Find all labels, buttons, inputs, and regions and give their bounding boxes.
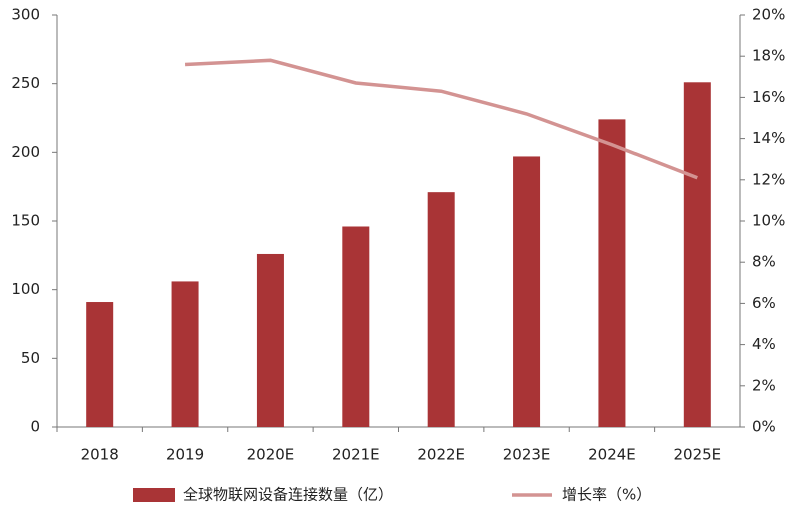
y2-tick-label: 20% bbox=[752, 6, 785, 24]
bar bbox=[427, 192, 455, 427]
y-tick-label: 200 bbox=[11, 143, 40, 161]
bar bbox=[86, 302, 114, 427]
y2-tick-label: 4% bbox=[752, 335, 776, 353]
y-tick-label: 250 bbox=[11, 74, 40, 92]
x-tick-label: 2023E bbox=[503, 446, 551, 464]
y2-tick-label: 8% bbox=[752, 253, 776, 271]
x-tick-label: 2024E bbox=[588, 446, 636, 464]
x-tick-label: 2022E bbox=[417, 446, 465, 464]
y2-tick-label: 6% bbox=[752, 294, 776, 312]
legend-label: 增长率（%） bbox=[562, 486, 651, 504]
line bbox=[184, 58, 698, 180]
y2-tick-label: 18% bbox=[752, 47, 785, 65]
x-tick-label: 2020E bbox=[247, 446, 295, 464]
y2-tick-label: 0% bbox=[752, 418, 776, 436]
bar bbox=[513, 156, 541, 427]
y2-tick-label: 14% bbox=[752, 129, 785, 147]
y2-tick-label: 16% bbox=[752, 88, 785, 106]
x-tick-label: 2018 bbox=[81, 446, 119, 464]
x-tick-label: 2021E bbox=[332, 446, 380, 464]
x-tick-label: 2025E bbox=[673, 446, 721, 464]
bar bbox=[598, 119, 626, 427]
x-tick-label: 2019 bbox=[166, 446, 204, 464]
y2-tick-label: 10% bbox=[752, 212, 785, 230]
legend-swatch bbox=[133, 488, 175, 502]
y-tick-label: 150 bbox=[11, 212, 40, 230]
y2-tick-label: 2% bbox=[752, 376, 776, 394]
y-tick-label: 300 bbox=[11, 6, 40, 24]
bar bbox=[683, 82, 711, 427]
bar bbox=[342, 226, 370, 427]
legend-label: 全球物联网设备连接数量（亿） bbox=[183, 486, 393, 504]
y2-tick-label: 12% bbox=[752, 170, 785, 188]
y-tick-label: 50 bbox=[21, 349, 40, 367]
y-tick-label: 100 bbox=[11, 280, 40, 298]
y-tick-label: 0 bbox=[30, 418, 40, 436]
bar bbox=[171, 281, 199, 427]
bar bbox=[256, 253, 284, 427]
